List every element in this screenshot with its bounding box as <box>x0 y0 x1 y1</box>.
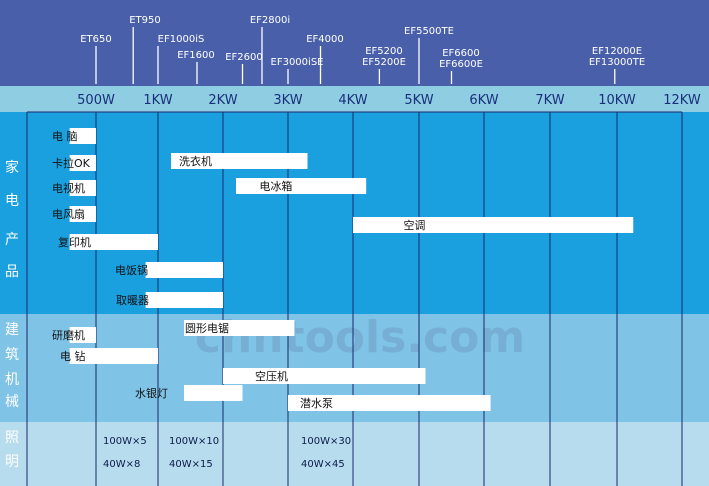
bar-label: 电视机 <box>52 181 85 195</box>
bar-home <box>171 153 308 169</box>
bar-home <box>69 155 96 171</box>
section-label-char: 械 <box>5 394 19 410</box>
model-label-line: EF6600E <box>439 59 483 70</box>
bar-home <box>236 178 367 194</box>
bar-label: 电 脑 <box>52 130 78 143</box>
bar-home <box>145 292 223 308</box>
section-label-char: 家 <box>5 159 19 176</box>
bar-label: 电风扇 <box>52 207 85 221</box>
power-tick-label: 4KW <box>338 93 367 108</box>
model-label-line: EF5200E <box>362 57 406 68</box>
bar-home <box>69 128 96 144</box>
model-label-line: EF12000E <box>592 46 642 57</box>
section-label-char: 品 <box>5 264 19 280</box>
bar-label: 研磨机 <box>52 328 85 342</box>
model-label-line: EF1600 <box>177 50 215 61</box>
power-tick-label: 12KW <box>663 93 701 108</box>
power-tick-label: 7KW <box>535 93 564 108</box>
model-label-line: EF2600 <box>225 52 263 63</box>
power-tick-label: 3KW <box>273 93 302 108</box>
watermark: chntools.com <box>195 312 525 363</box>
model-label: EF12000E EF13000TE <box>589 46 645 68</box>
bar-label: 电 钻 <box>60 349 86 363</box>
bar-construction <box>288 395 491 411</box>
power-tick-label: 1KW <box>143 93 172 108</box>
bar-construction <box>223 368 426 384</box>
model-label-line: EF3000iSE <box>271 57 324 68</box>
bar-construction <box>69 348 158 364</box>
section-label-char: 明 <box>5 454 19 470</box>
section-label-char: 筑 <box>5 347 19 363</box>
bar-construction <box>184 320 295 336</box>
lighting-band <box>0 422 709 486</box>
lighting-value: 100W×5 <box>103 436 147 447</box>
model-label-line: EF2800i <box>250 15 290 26</box>
bar-label: 水银灯 <box>135 386 168 400</box>
bar-label: 洗衣机 <box>179 154 212 168</box>
model-label-line: EF5200 <box>365 46 403 57</box>
bar-home <box>69 180 96 196</box>
model-label-line: EF4000 <box>306 34 344 45</box>
bar-label: 复印机 <box>58 235 91 249</box>
bar-label: 电饭锅 <box>115 264 148 277</box>
model-label-line: EF5500TE <box>404 26 454 37</box>
bar-home <box>145 262 223 278</box>
lighting-value: 100W×10 <box>169 436 219 447</box>
bar-label: 卡拉OK <box>52 156 91 170</box>
power-axis-band <box>0 86 709 112</box>
section-label-char: 机 <box>5 372 19 388</box>
bar-label: 取暖器 <box>116 294 149 307</box>
model-label-line: EF1000iS <box>158 34 205 45</box>
model-label: EF1600 <box>177 50 215 61</box>
model-label-line: EF13000TE <box>589 57 645 68</box>
power-tick-label: 500W <box>77 93 115 108</box>
bar-construction <box>184 385 243 401</box>
model-label: ET950 <box>129 15 161 26</box>
section-label-char: 照 <box>5 430 19 446</box>
model-label-line: EF6600 <box>442 48 480 59</box>
model-label: EF2800i <box>250 15 290 26</box>
lighting-value: 40W×8 <box>103 459 140 470</box>
bar-label: 潜水泵 <box>300 396 333 410</box>
bar-construction <box>69 327 96 343</box>
model-label: EF5500TE <box>404 26 454 37</box>
model-label: EF3000iSE <box>271 57 324 68</box>
power-tick-label: 6KW <box>469 93 498 108</box>
power-tick-label: 2KW <box>208 93 237 108</box>
home-appliance-band <box>0 112 709 314</box>
model-label-line: ET650 <box>80 34 112 45</box>
section-label-char: 电 <box>5 193 19 209</box>
bar-label: 空调 <box>403 218 425 232</box>
lighting-value: 40W×15 <box>169 459 213 470</box>
section-label-char: 产 <box>5 232 19 248</box>
model-label: EF6600 EF6600E <box>439 48 483 70</box>
lighting-value: 100W×30 <box>301 436 351 447</box>
bar-label: 圆形电锯 <box>185 321 229 335</box>
bar-home <box>69 206 96 222</box>
model-label: EF4000 <box>306 34 344 45</box>
section-label-char: 建 <box>5 322 19 338</box>
bar-label: 电冰箱 <box>259 179 292 193</box>
lighting-value: 40W×45 <box>301 459 345 470</box>
model-label-line: ET950 <box>129 15 161 26</box>
bar-label: 空压机 <box>255 369 288 383</box>
power-tick-label: 10KW <box>598 93 636 108</box>
model-label: EF1000iS <box>158 34 205 45</box>
bar-home <box>353 217 634 233</box>
model-label: ET650 <box>80 34 112 45</box>
model-header-band <box>0 0 709 86</box>
model-label: EF2600 <box>225 52 263 63</box>
power-tick-label: 5KW <box>404 93 433 108</box>
model-label: EF5200 EF5200E <box>362 46 406 68</box>
bar-home <box>69 234 158 250</box>
